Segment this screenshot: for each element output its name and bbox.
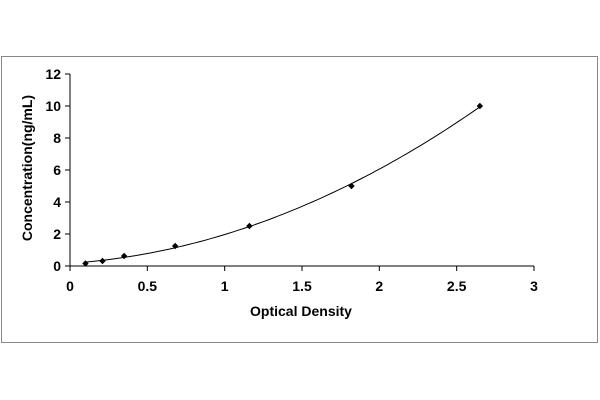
- data-point-marker: [120, 252, 128, 260]
- x-tick-label: 2.5: [447, 278, 467, 294]
- data-point-marker: [246, 222, 253, 230]
- x-tick-label: 2: [375, 278, 383, 294]
- y-axis-title: Concentration(ng/mL): [19, 95, 35, 241]
- x-tick-label: 3: [530, 278, 538, 294]
- x-tick-label: 1.5: [292, 278, 312, 294]
- data-point-marker: [348, 182, 355, 190]
- x-tick-label: 0.5: [138, 278, 158, 294]
- y-tick-label: 2: [53, 226, 61, 242]
- y-tick-label: 4: [53, 194, 61, 210]
- plot-area: 0 0.5 1 1.5 2 2.5 3 0 2 4 6 8 10 12: [45, 66, 538, 294]
- trend-line: [85, 106, 481, 263]
- y-axis-ticks: 0 2 4 6 8 10 12: [45, 66, 70, 274]
- data-point-marker: [82, 260, 89, 267]
- x-axis-title: Optical Density: [250, 303, 352, 319]
- y-tick-label: 6: [53, 162, 61, 178]
- data-point-marker: [476, 102, 484, 110]
- y-tick-label: 10: [45, 98, 61, 114]
- data-point-marker: [99, 257, 106, 265]
- y-tick-label: 12: [45, 66, 61, 82]
- y-tick-label: 8: [53, 130, 61, 146]
- data-markers: [82, 102, 484, 267]
- x-tick-label: 1: [221, 278, 229, 294]
- y-tick-label: 0: [53, 258, 61, 274]
- x-tick-label: 0: [66, 278, 74, 294]
- data-point-marker: [171, 242, 179, 250]
- x-axis-ticks: 0 0.5 1 1.5 2 2.5 3: [66, 266, 538, 294]
- chart-area-border: [1, 56, 598, 343]
